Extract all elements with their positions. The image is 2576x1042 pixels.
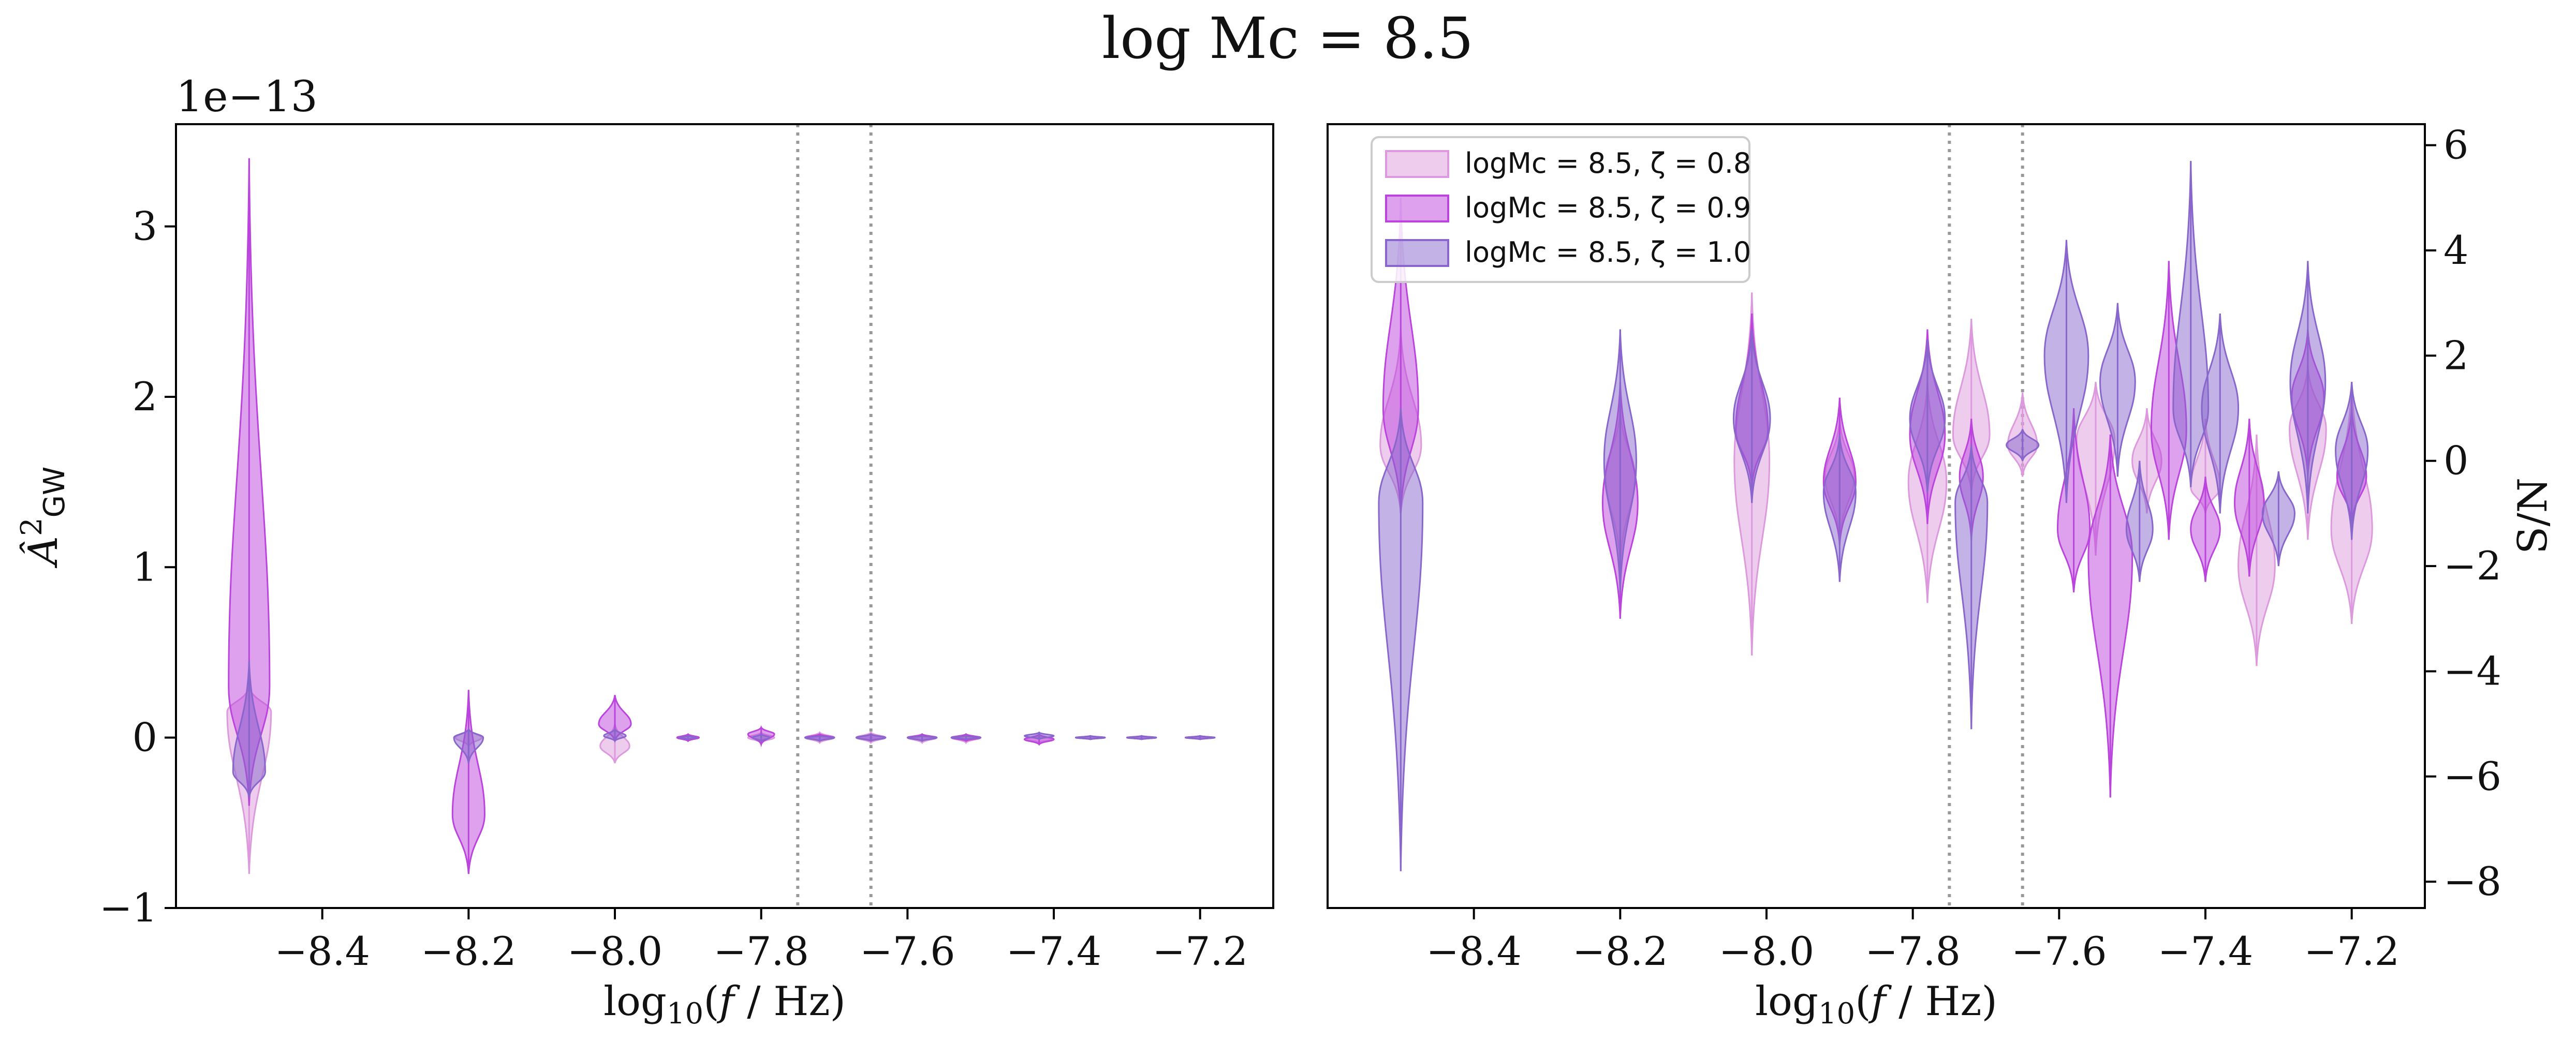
legend-swatch [1385, 150, 1449, 178]
right-y-axis-label: S/N [2510, 478, 2556, 554]
left-y-axis-label: Â2GW [15, 467, 71, 569]
x-tick-label: −8.4 [274, 928, 370, 974]
left-x-axis-label: log10(f / Hz) [603, 978, 846, 1031]
y-tick-label: 3 [133, 203, 157, 249]
y-tick-label: 0 [133, 714, 157, 761]
legend-label: logMc = 8.5, ζ = 1.0 [1465, 236, 1751, 269]
legend-box [1371, 136, 1750, 283]
y-tick-label: −8 [2443, 858, 2501, 904]
y-tick-label: −2 [2443, 543, 2501, 589]
y-tick-label: 6 [2443, 122, 2468, 168]
y-tick-label: 2 [2443, 332, 2468, 378]
x-tick-label: −8.0 [1719, 928, 1815, 974]
legend-label: logMc = 8.5, ζ = 0.9 [1465, 191, 1751, 224]
x-tick-label: −7.8 [713, 928, 809, 974]
y-tick-label: −6 [2443, 753, 2501, 799]
y-tick-label: 1 [133, 544, 157, 590]
right-panel: −8.4 −8.2 −8.0 −7.8 −7.6 −7.4 −7.2 −8 −6 −4 −2 0 2 4… [1327, 122, 2556, 1031]
x-tick-label: −8.2 [1572, 928, 1668, 974]
y-tick-label: −4 [2443, 648, 2501, 694]
x-tick-label: −7.6 [2011, 928, 2107, 974]
x-tick-label: −7.4 [2158, 928, 2254, 974]
right-axes-frame [1327, 123, 2426, 909]
x-tick-label: −7.6 [860, 928, 955, 974]
right-y-ticks: −8 −6 −4 −2 0 2 4 6 [2425, 122, 2501, 904]
left-x-ticks: −8.4 −8.2 −8.0 −7.8 −7.6 −7.4 −7.2 [274, 908, 1248, 974]
y-tick-label: −1 [99, 885, 157, 931]
x-tick-label: −8.0 [567, 928, 663, 974]
legend-swatch [1385, 239, 1449, 267]
y-tick-label: 2 [133, 374, 157, 420]
right-x-axis-label: log10(f / Hz) [1755, 978, 1997, 1031]
left-panel: −8.4 −8.2 −8.0 −7.8 −7.6 −7.4 −7.2 −1 0 1 2 3 1e−1… [15, 72, 1274, 1031]
x-tick-label: −8.4 [1426, 928, 1522, 974]
left-y-ticks: −1 0 1 2 3 [99, 203, 176, 931]
x-tick-label: −7.4 [1006, 928, 1102, 974]
x-tick-label: −7.8 [1865, 928, 1961, 974]
x-tick-label: −7.2 [1152, 928, 1248, 974]
right-plot-area [1378, 124, 2373, 908]
legend-label: logMc = 8.5, ζ = 0.8 [1465, 147, 1751, 180]
left-plot-area [226, 124, 1216, 908]
y-tick-label: 4 [2443, 227, 2468, 273]
figure-title: log Mc = 8.5 [1102, 5, 1474, 71]
legend: logMc = 8.5, ζ = 0.8 logMc = 8.5, ζ = 0.9… [1371, 136, 1751, 283]
right-x-ticks: −8.4 −8.2 −8.0 −7.8 −7.6 −7.4 −7.2 [1426, 908, 2400, 974]
x-tick-label: −7.2 [2304, 928, 2400, 974]
left-axes-frame [175, 123, 1274, 909]
legend-swatch [1385, 195, 1449, 222]
x-tick-label: −8.2 [421, 928, 517, 974]
left-y-offset-label: 1e−13 [176, 72, 318, 122]
y-tick-label: 0 [2443, 438, 2468, 484]
